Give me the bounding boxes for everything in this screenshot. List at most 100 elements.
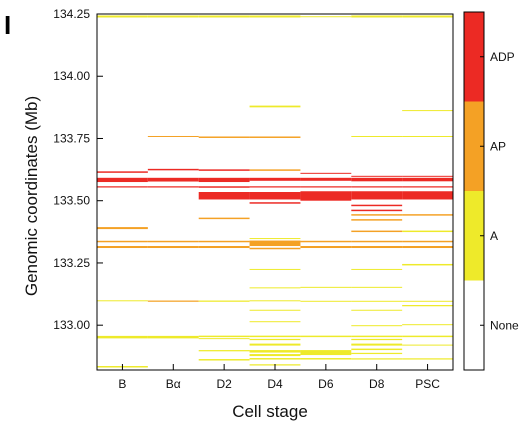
- heatmap-segment: [402, 110, 453, 112]
- heatmap-segment: [402, 186, 453, 188]
- heatmap-segment: [351, 219, 403, 221]
- heatmap-segment: [249, 136, 301, 138]
- heatmap-segment: [351, 214, 403, 216]
- heatmap-segment: [198, 359, 250, 361]
- heatmap-segment: [198, 240, 250, 243]
- heatmap-segment: [147, 246, 199, 249]
- heatmap-segment: [97, 240, 148, 243]
- heatmap-segment: [300, 300, 352, 302]
- colorbar-label: A: [490, 229, 498, 243]
- heatmap-segment: [300, 358, 352, 360]
- x-axis: B Bα D2 D4 D6 D8 PSC: [118, 364, 440, 391]
- x-tick-label: D6: [318, 377, 334, 391]
- heatmap-segment: [249, 177, 301, 181]
- heatmap-segment: [198, 246, 250, 249]
- heatmap-segment: [351, 177, 403, 182]
- x-tick-label: D4: [267, 377, 283, 391]
- colorbar-segment: [464, 12, 484, 102]
- heatmap-segment: [351, 209, 403, 212]
- heatmap-segment: [147, 135, 199, 137]
- heatmap-segment: [351, 309, 403, 311]
- heatmap-segment: [351, 186, 403, 188]
- heatmap-segment: [402, 358, 453, 360]
- heatmap-segment: [300, 335, 352, 338]
- heatmap-segment: [402, 177, 453, 182]
- heatmap-segment: [147, 15, 199, 18]
- heatmap-segment: [402, 305, 453, 307]
- heatmap-segment: [249, 358, 301, 360]
- heatmap-segment: [198, 169, 250, 171]
- heatmap-segment: [402, 335, 453, 338]
- heatmap-segment: [97, 300, 148, 302]
- heatmap-segment: [351, 348, 403, 351]
- heatmap-segment: [249, 202, 301, 204]
- heatmap-segment: [351, 335, 403, 338]
- heatmap-segment: [249, 238, 301, 240]
- heatmap-segment: [300, 286, 352, 288]
- heatmap-segment: [402, 230, 453, 233]
- heatmap-segment: [402, 214, 453, 216]
- heatmap-segment: [249, 268, 301, 270]
- heatmap-segment: [402, 15, 453, 18]
- heatmap-segment: [147, 168, 199, 171]
- heatmap-segment: [249, 15, 301, 18]
- heatmap-segment: [351, 343, 403, 346]
- heatmap-segment: [300, 186, 352, 188]
- heatmap-segment: [402, 135, 453, 137]
- heatmap-segment: [351, 191, 403, 200]
- colorbar-label: AP: [490, 139, 506, 153]
- heatmap-segment: [351, 15, 403, 18]
- heatmap-segment: [249, 287, 301, 289]
- colorbar-legend: None A AP ADP: [463, 11, 519, 371]
- heatmap-segment: [249, 321, 301, 323]
- heatmap-segment: [402, 191, 453, 200]
- heatmap-segment: [147, 240, 199, 243]
- y-tick-label: 134.00: [53, 69, 90, 83]
- heatmap-segment: [300, 350, 352, 356]
- heatmap-segment: [97, 246, 148, 249]
- heatmap-segment: [351, 338, 403, 341]
- x-tick-label: D8: [369, 377, 385, 391]
- heatmap-segment: [198, 338, 250, 340]
- heatmap-segment: [300, 172, 352, 174]
- colorbar-segment: [464, 280, 484, 370]
- x-axis-title: Cell stage: [232, 402, 308, 421]
- heatmap-segment: [402, 344, 453, 346]
- heatmap-segment: [198, 177, 250, 183]
- heatmap-segment: [300, 177, 352, 181]
- heatmap-segment: [147, 300, 199, 302]
- heatmap-segment: [351, 268, 403, 270]
- heatmap-segment: [351, 286, 403, 288]
- heatmap-segment: [97, 177, 148, 183]
- heatmap-segment: [97, 186, 148, 188]
- heatmap-segment: [249, 186, 301, 188]
- heatmap-segment: [351, 230, 403, 233]
- y-tick-label: 133.25: [53, 256, 90, 270]
- x-tick-label: D2: [216, 377, 232, 391]
- heatmap-segment: [351, 325, 403, 327]
- heatmap-segment: [300, 246, 352, 249]
- heatmap-segment: [351, 135, 403, 137]
- heatmap-segment: [198, 217, 250, 220]
- y-axis-title: Genomic coordinates (Mb): [22, 96, 41, 296]
- heatmap-segment: [249, 169, 301, 171]
- heatmap-segment: [402, 240, 453, 243]
- heatmap-segment: [402, 300, 453, 302]
- y-tick-label: 133.50: [53, 194, 90, 208]
- heatmap-segment: [351, 352, 403, 355]
- colorbar-segment: [464, 101, 484, 191]
- heatmap-segment: [249, 343, 301, 346]
- heatmap-segment: [402, 175, 453, 177]
- x-tick-label: PSC: [415, 377, 440, 391]
- heatmap-segment: [300, 191, 352, 201]
- heatmap-segment: [198, 335, 250, 338]
- colorbar-label: None: [490, 318, 519, 332]
- heatmap-segment: [198, 300, 250, 302]
- heatmap-segment: [351, 175, 403, 177]
- heatmap-segment: [300, 16, 352, 18]
- plot-area: [96, 13, 454, 371]
- x-tick-label: B: [118, 377, 126, 391]
- panel-label: I: [4, 10, 11, 40]
- heatmap-segment: [97, 335, 148, 339]
